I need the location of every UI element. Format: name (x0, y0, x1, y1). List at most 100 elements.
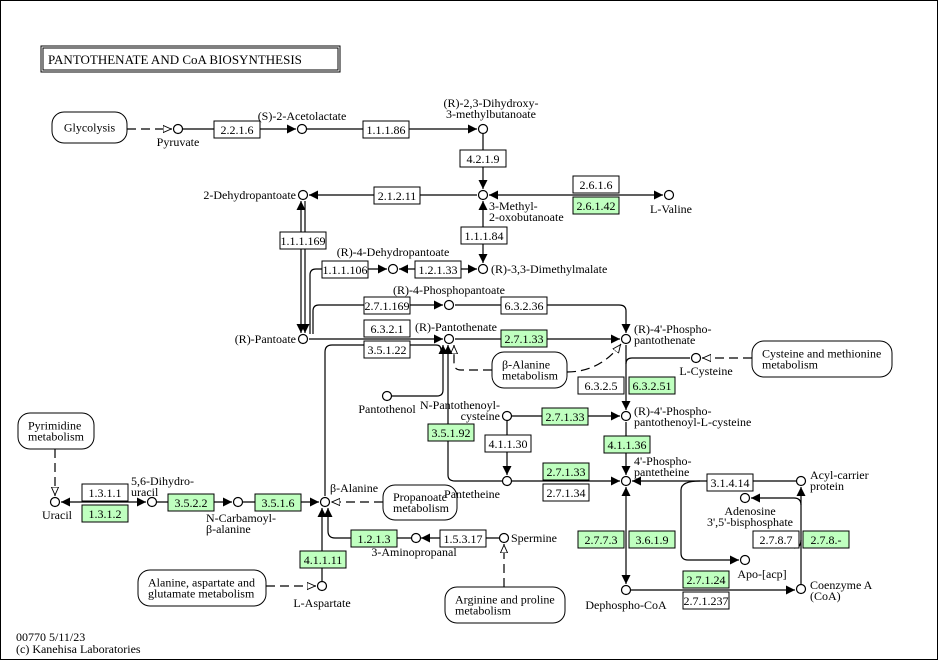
enzyme-box[interactable]: 3.5.1.22 (363, 340, 411, 359)
compound-node[interactable] (296, 123, 308, 135)
compound-acetolactate[interactable]: (S)-2-Acetolactate (258, 109, 347, 135)
compound-pantetheine[interactable]: Pantetheine (444, 475, 513, 502)
enzyme-box[interactable]: 2.7.1.237 (682, 591, 730, 610)
enzyme-box[interactable]: 2.7.8.7 (752, 530, 800, 549)
compound-node[interactable] (795, 475, 807, 487)
compound-node[interactable] (316, 580, 328, 592)
enzyme-box[interactable]: 3.5.2.2 (167, 493, 215, 512)
compound-betaalanine[interactable]: β-Alanine (319, 481, 379, 508)
enzyme-box[interactable]: 1.2.1.3 (350, 529, 398, 548)
enzyme-box[interactable]: 2.7.7.3 (577, 530, 625, 549)
compound-node[interactable] (297, 333, 309, 345)
enzyme-box[interactable]: 6.3.2.5 (577, 376, 625, 395)
enzyme-box[interactable]: 2.7.1.33 (542, 462, 590, 481)
compound-node[interactable] (501, 475, 513, 487)
enzyme-box[interactable]: 1.2.1.33 (414, 260, 462, 279)
compound-node[interactable] (620, 584, 632, 596)
enzyme-box[interactable]: 2.6.1.42 (572, 196, 620, 215)
compound-aminopropanal[interactable]: 3-Aminopropanal (371, 532, 457, 560)
compound-node[interactable] (501, 410, 513, 422)
compound-node[interactable] (443, 333, 455, 345)
compound-node[interactable] (477, 189, 489, 201)
compound-node[interactable] (387, 263, 399, 275)
compound-pantothenate[interactable]: (R)-Pantothenate (415, 320, 497, 345)
enzyme-box[interactable]: 2.7.1.33 (541, 407, 589, 426)
compound-apoacp[interactable]: Apo-[acp] (737, 554, 787, 582)
enzyme-box[interactable]: 4.1.1.30 (484, 434, 532, 453)
enzyme-box[interactable]: 2.7.1.33 (500, 329, 548, 348)
enzyme-box[interactable]: 6.3.2.51 (628, 376, 676, 395)
compound-node[interactable] (146, 496, 158, 508)
compound-node[interactable] (410, 532, 422, 544)
compound-carbamoyl[interactable]: N-Carbamoyl-β-alanine (206, 496, 276, 537)
enzyme-box[interactable]: 2.6.1.6 (572, 175, 620, 194)
compound-spermine[interactable]: Spermine (498, 531, 558, 545)
enzyme-box[interactable]: 4.1.1.36 (603, 435, 651, 454)
compound-node[interactable] (498, 532, 510, 544)
compound-methyloxo[interactable]: 3-Methyl-2-oxobutanoate (477, 189, 564, 225)
compound-pantoate[interactable]: (R)-Pantoate (235, 332, 309, 346)
enzyme-box[interactable]: 1.3.1.2 (81, 504, 129, 523)
compound-node[interactable] (620, 410, 632, 422)
compound-node[interactable] (172, 123, 184, 135)
compound-node[interactable] (739, 554, 751, 566)
compound-aspartate[interactable]: L-Aspartate (293, 580, 351, 611)
compound-phosphopantetheine[interactable]: 4'-Phospho-pantetheine (620, 454, 692, 487)
compound-node[interactable] (381, 390, 393, 402)
compound-ppcys[interactable]: (R)-4'-Phospho-pantothenoyl-L-cysteine (620, 404, 752, 429)
compound-node[interactable] (620, 333, 632, 345)
enzyme-box[interactable]: 4.1.1.11 (299, 550, 347, 569)
compound-coa[interactable]: Coenzyme A(CoA) (795, 578, 873, 603)
compound-node[interactable] (297, 189, 309, 201)
compound-dehydropantoate[interactable]: 2-Dehydropantoate (203, 188, 309, 202)
enzyme-box[interactable]: 1.1.1.86 (362, 120, 410, 139)
compound-node[interactable] (49, 496, 61, 508)
compound-pantothenol[interactable]: Pantothenol (358, 390, 416, 417)
enzyme-box[interactable]: 1.3.1.1 (81, 483, 129, 502)
compound-dephosphocoa[interactable]: Dephospho-CoA (585, 584, 667, 613)
enzyme-box[interactable]: 1.1.1.84 (460, 226, 508, 245)
enzyme-box[interactable]: 1.1.1.169 (279, 231, 327, 250)
compound-r4dehydro[interactable]: (R)-4-Dehydropantoate (337, 245, 450, 275)
enzyme-box[interactable]: 2.7.8.- (802, 530, 850, 549)
compound-npantocys[interactable]: N-Pantothenoyl-cysteine (420, 398, 513, 423)
enzyme-box[interactable]: 3.6.1.9 (628, 530, 676, 549)
enzyme-box[interactable]: 2.7.1.24 (682, 570, 730, 589)
compound-pyruvate[interactable]: Pyruvate (157, 123, 200, 150)
enzyme-box[interactable]: 3.5.1.6 (254, 493, 302, 512)
compound-dihydrouracil[interactable]: 5,6-Dihydro-uracil (131, 474, 194, 508)
compound-node[interactable] (663, 189, 675, 201)
compound-dimethylmalate[interactable]: (R)-3,3-Dimethylmalate (477, 262, 608, 276)
compound-node[interactable] (620, 475, 632, 487)
enzyme-box[interactable]: 6.3.2.36 (500, 296, 548, 315)
enzyme-box[interactable]: 2.7.1.169 (363, 296, 411, 315)
enzyme-box[interactable]: 3.1.4.14 (706, 473, 754, 492)
enzyme-box[interactable]: 2.1.2.11 (373, 186, 421, 205)
compound-valine[interactable]: L-Valine (650, 189, 692, 217)
compound-node[interactable] (739, 492, 751, 504)
map-link-glycolysis[interactable]: Glycolysis (51, 111, 128, 144)
compound-dihydroxy[interactable]: (R)-2,3-Dihydroxy-3-methylbutanoate (444, 96, 539, 135)
enzyme-box[interactable]: 1.1.1.106 (321, 260, 369, 279)
compound-node[interactable] (232, 496, 244, 508)
enzyme-box[interactable]: 4.2.1.9 (459, 149, 507, 168)
compound-node[interactable] (690, 352, 702, 364)
compound-node[interactable] (477, 123, 489, 135)
enzyme-box[interactable]: 1.5.3.17 (439, 529, 487, 548)
compound-phosphopantoate[interactable]: (R)-4-Phosphopantoate (393, 283, 505, 311)
compound-phosphopantothenate[interactable]: (R)-4'-Phospho-pantothenate (620, 322, 712, 347)
enzyme-box[interactable]: 3.5.1.92 (427, 423, 475, 442)
enzyme-box[interactable]: 6.3.2.1 (363, 319, 411, 338)
compound-node[interactable] (443, 299, 455, 311)
compound-node[interactable] (795, 583, 807, 595)
compound-node[interactable] (477, 263, 489, 275)
enzyme-box[interactable]: 2.7.1.34 (542, 483, 590, 502)
